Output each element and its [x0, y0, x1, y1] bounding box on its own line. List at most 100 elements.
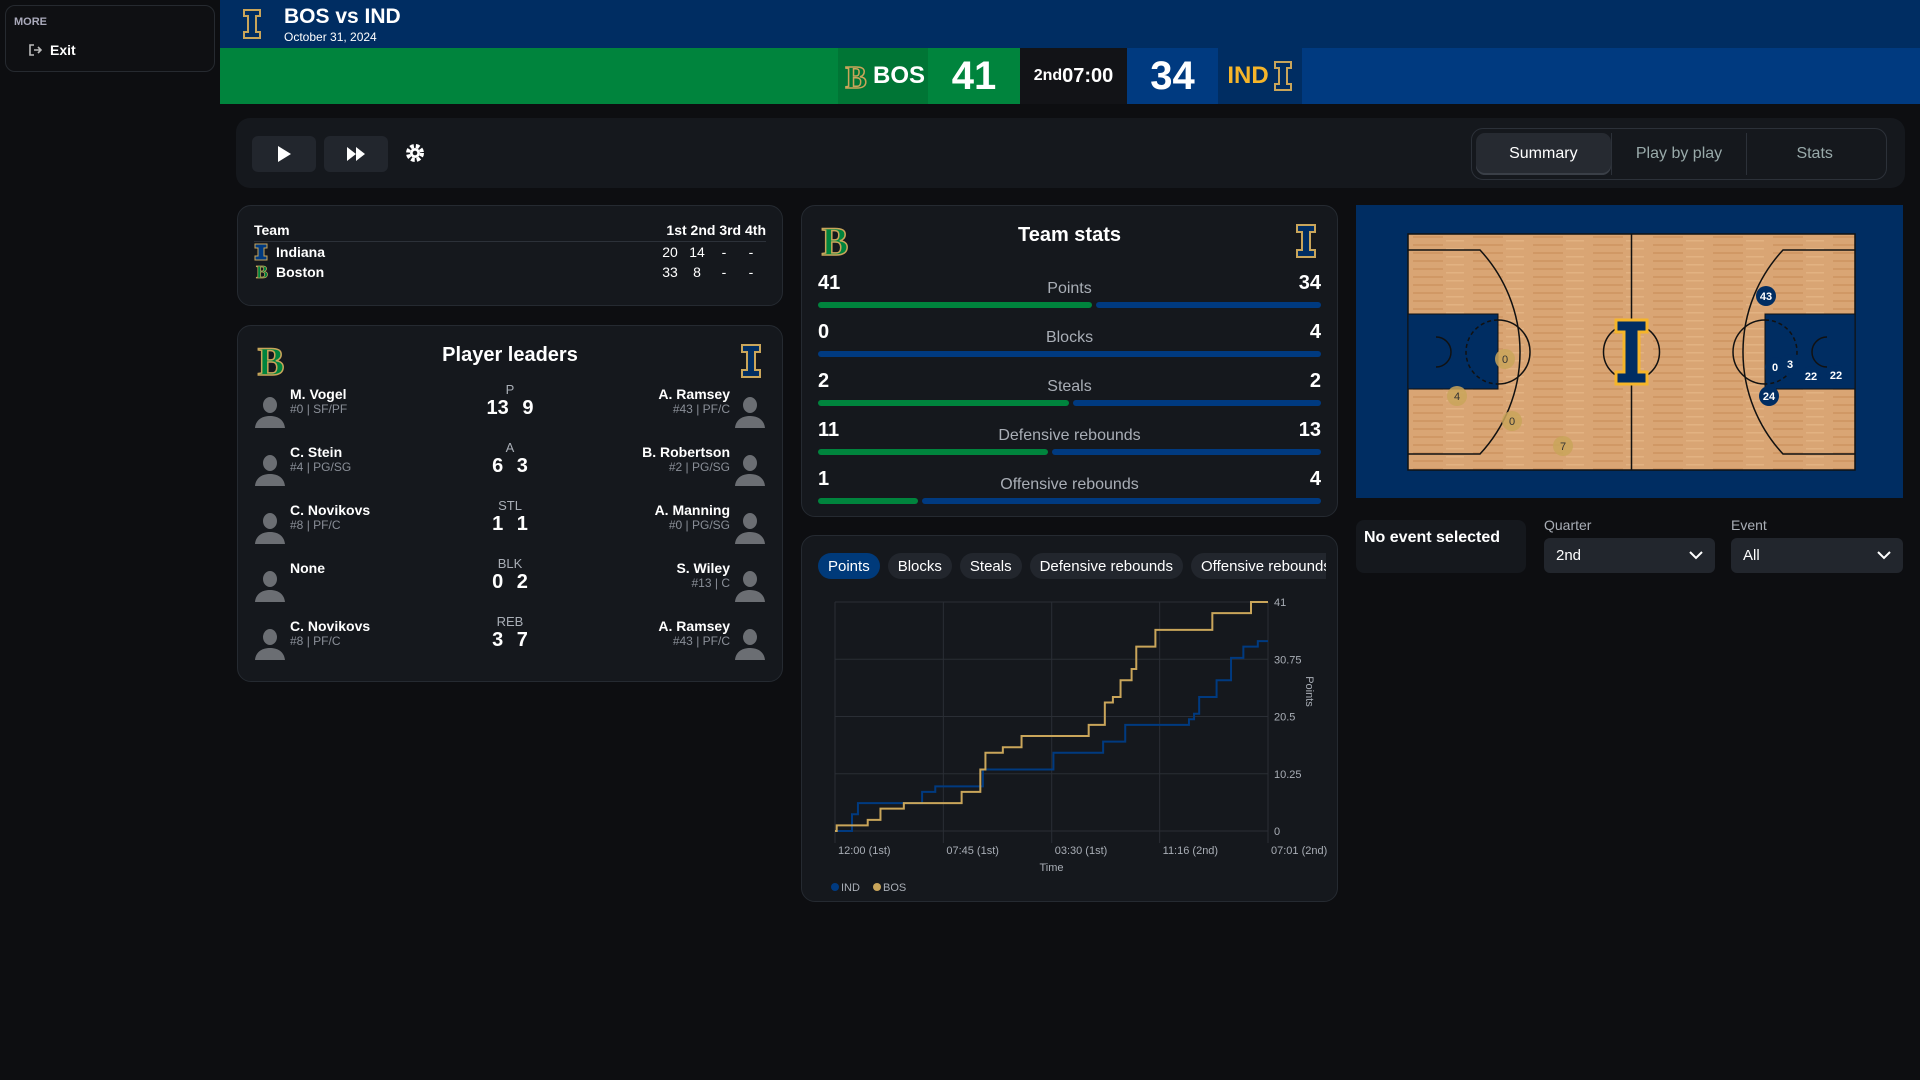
home-value: 6	[492, 455, 504, 477]
player-leaders-title: Player leaders	[442, 344, 578, 366]
linescore-row: Indiana 20 14- -	[254, 242, 766, 262]
leader-row: M. Vogel #0 | SF/PF A. Ramsey #43 | PF/C P 13…	[254, 382, 766, 436]
avatar	[735, 571, 765, 602]
shot-marker[interactable]: 4	[1447, 386, 1467, 406]
ind-logo	[1296, 224, 1316, 258]
home-leader[interactable]: M. Vogel #0 | SF/PF	[290, 386, 347, 416]
game-header: BOS vs IND October 31, 2024	[220, 0, 1920, 48]
bos-logo: B	[256, 263, 269, 281]
shot-marker[interactable]: 7	[1553, 436, 1573, 456]
player-info: #43 | PF/C	[672, 402, 730, 416]
quarter-headers: 1st 2nd 3rd 4th	[666, 221, 766, 238]
home-value: 0	[492, 571, 504, 593]
home-leader[interactable]: None	[290, 560, 325, 576]
linescore-row: B Boston 33 8 - -	[254, 262, 766, 282]
away-leader[interactable]: S. Wiley #13 | C	[676, 560, 730, 590]
home-leader[interactable]: C. Stein #4 | PG/SG	[290, 444, 351, 474]
chevron-down-icon	[1877, 551, 1891, 560]
avatar	[735, 397, 765, 428]
away-leader[interactable]: A. Ramsey #43 | PF/C	[658, 386, 730, 416]
away-leader[interactable]: A. Ramsey #43 | PF/C	[658, 618, 730, 648]
fast-forward-icon	[347, 147, 365, 161]
away-bar	[1073, 400, 1321, 406]
chart-tab-defensive-rebounds[interactable]: Defensive rebounds	[1029, 553, 1184, 579]
chart-stat-tabs: Points Blocks Steals Defensive rebounds Offe…	[818, 553, 1326, 579]
quarter-score: -	[721, 264, 727, 280]
y-axis-label: Points	[1303, 676, 1315, 707]
game-title: BOS vs IND	[284, 5, 401, 28]
stat-compare: BLK 0 2	[254, 556, 766, 594]
settings-button[interactable]	[404, 142, 426, 169]
shot-marker[interactable]: 22	[1826, 365, 1846, 385]
tab-summary[interactable]: Summary	[1476, 133, 1611, 175]
quarter-score: -	[721, 244, 727, 260]
player-name: C. Novikovs	[290, 502, 371, 518]
shot-marker[interactable]: 0	[1502, 411, 1522, 431]
fast-forward-button[interactable]	[324, 136, 388, 172]
quarter-select[interactable]: 2nd	[1544, 538, 1715, 573]
svg-text:B: B	[256, 263, 268, 281]
tab-play-by-play[interactable]: Play by play	[1610, 133, 1747, 175]
bos-team: B BOS	[838, 48, 928, 104]
stat-compare: REB 3 7	[254, 614, 766, 652]
home-bar	[818, 302, 1092, 308]
chart-card: Points Blocks Steals Defensive rebounds Offe…	[801, 535, 1338, 902]
shot-marker[interactable]: 0	[1495, 349, 1515, 369]
avatar	[735, 455, 765, 486]
player-name: C. Stein	[290, 444, 343, 460]
menu-section-title: MORE	[14, 16, 47, 28]
away-stat: 4	[1309, 321, 1321, 343]
stat-compare: STL 1 1	[254, 498, 766, 536]
svg-text:B: B	[822, 222, 849, 258]
away-leader[interactable]: A. Manning #0 | PG/SG	[655, 502, 730, 532]
shot-marker[interactable]: 43	[1756, 286, 1776, 306]
stat-label: BLK	[497, 556, 523, 571]
avatar	[255, 571, 285, 602]
shot-marker[interactable]: 24	[1759, 386, 1779, 406]
shot-marker[interactable]: 0	[1765, 357, 1785, 377]
tab-stats[interactable]: Stats	[1746, 133, 1882, 175]
x-tick-label: 11:16 (2nd)	[1163, 845, 1218, 857]
home-leader[interactable]: C. Novikovs #8 | PF/C	[290, 502, 370, 532]
chart-tab-offensive-rebounds[interactable]: Offensive rebounds	[1191, 553, 1326, 579]
home-bar	[818, 498, 918, 504]
ind-logo	[254, 243, 268, 261]
away-value: 3	[516, 455, 528, 477]
away-stat: 4	[1309, 468, 1321, 490]
player-info: #43 | PF/C	[672, 634, 730, 648]
player-name: A. Ramsey	[658, 386, 730, 402]
away-bar	[922, 498, 1321, 504]
away-stat: 2	[1309, 370, 1321, 392]
player-name: S. Wiley	[676, 560, 730, 576]
chart-tab-points[interactable]: Points	[818, 553, 880, 579]
shot-marker-label: 7	[1560, 441, 1566, 453]
x-tick-label: 12:00 (1st)	[838, 845, 891, 857]
clock: 07:00	[1062, 64, 1114, 87]
stat-label: Steals	[1047, 378, 1092, 395]
away-value: 2	[516, 571, 528, 593]
home-stat: 11	[818, 419, 840, 441]
exit-button[interactable]: Exit	[28, 42, 76, 58]
team-stats-title: Team stats	[1017, 224, 1121, 246]
stat-label: Points	[1047, 280, 1092, 297]
event-select[interactable]: All	[1731, 538, 1903, 573]
away-leader[interactable]: B. Robertson #2 | PG/SG	[642, 444, 730, 474]
home-leader[interactable]: C. Novikovs #8 | PF/C	[290, 618, 370, 648]
chart-tab-blocks[interactable]: Blocks	[887, 553, 952, 579]
shot-marker[interactable]: 22	[1801, 366, 1821, 386]
shot-marker[interactable]: 3	[1780, 354, 1800, 374]
y-tick-label: 30.75	[1274, 654, 1302, 666]
team-name: Boston	[276, 264, 325, 280]
play-button[interactable]	[252, 136, 316, 172]
playback-controls: Summary Play by play Stats	[236, 118, 1905, 188]
stat-label: Offensive rebounds	[1000, 476, 1139, 493]
chart-tab-steals[interactable]: Steals	[959, 553, 1022, 579]
away-value: 1	[516, 513, 528, 535]
player-name: C. Novikovs	[290, 618, 371, 634]
away-value: 9	[522, 397, 534, 419]
stat-label: P	[505, 382, 515, 397]
shot-marker-label: 4	[1454, 391, 1460, 403]
ind-abbr: IND	[1227, 62, 1269, 89]
home-stat: 2	[818, 370, 830, 392]
